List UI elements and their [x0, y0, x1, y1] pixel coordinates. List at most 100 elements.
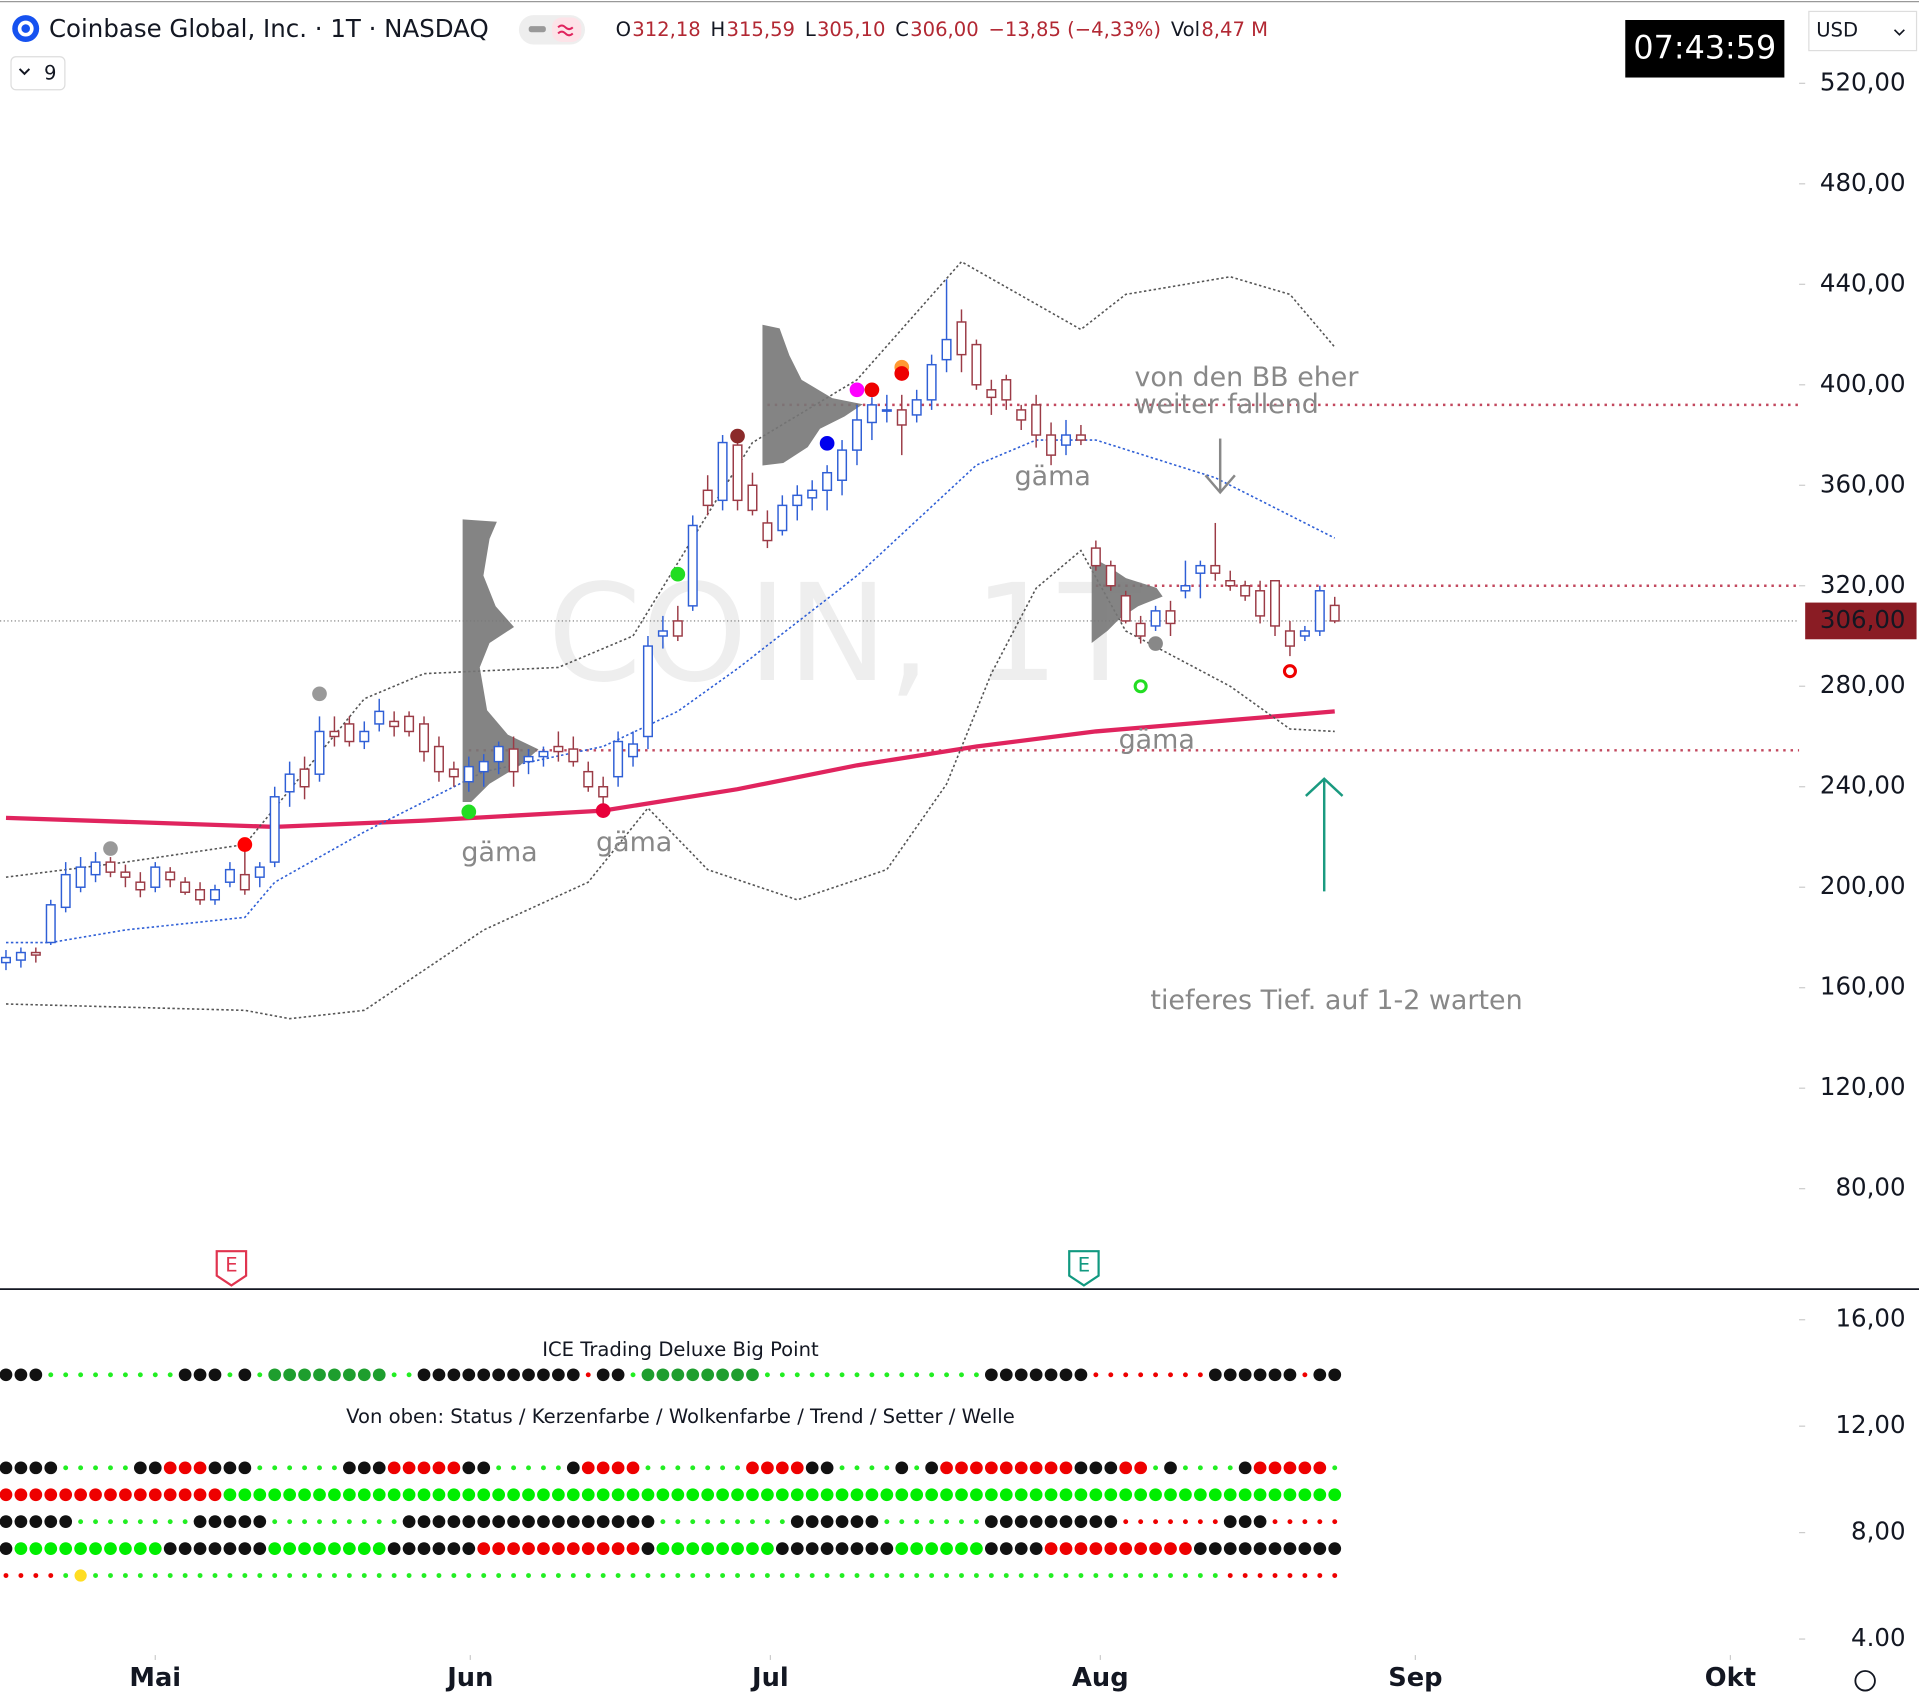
- currency-select[interactable]: [1808, 10, 1918, 52]
- signal-dot: [820, 1542, 834, 1555]
- signal-dot: [462, 1368, 476, 1382]
- signal-dot: [178, 1488, 192, 1502]
- signal-dot: [346, 1519, 352, 1525]
- signal-dot: [178, 1368, 192, 1382]
- signal-dot: [268, 1542, 282, 1555]
- signal-dot: [148, 1461, 162, 1475]
- x-tick-label: Jun: [445, 1663, 493, 1693]
- signal-dot: [701, 1488, 715, 1502]
- candle-body: [762, 522, 773, 542]
- y-tick-label: 12,00: [1835, 1410, 1905, 1439]
- signal-dot: [1074, 1461, 1088, 1475]
- candle-body: [911, 399, 922, 416]
- signal-dot: [1283, 1368, 1297, 1382]
- signal-dot: [1313, 1461, 1327, 1475]
- signal-dot: [671, 1368, 685, 1382]
- signal-dot: [716, 1542, 729, 1555]
- signal-dot: [1134, 1488, 1148, 1502]
- signal-dot: [805, 1461, 819, 1475]
- signal-dot: [1014, 1542, 1028, 1555]
- signal-dot: [0, 1515, 13, 1529]
- signal-dot: [1272, 1573, 1278, 1578]
- signal-dot: [1328, 1488, 1342, 1502]
- signal-dot: [735, 1573, 740, 1578]
- signal-dot: [884, 1519, 890, 1525]
- signal-dot: [805, 1515, 819, 1529]
- signal-dot: [596, 1368, 610, 1382]
- signal-dot: [14, 1461, 28, 1475]
- signal-dot: [1119, 1461, 1133, 1475]
- signal-dot: [1029, 1488, 1043, 1502]
- signal-dot: [824, 1573, 830, 1578]
- signal-dot: [761, 1461, 774, 1475]
- signal-dot: [313, 1368, 326, 1382]
- signal-dot: [1208, 1368, 1222, 1382]
- candle-body: [568, 748, 579, 763]
- signal-dot: [884, 1372, 890, 1378]
- signal-dot: [74, 1488, 87, 1502]
- signal-dot: [402, 1461, 416, 1475]
- signal-dot: [731, 1368, 744, 1382]
- candle-body: [702, 489, 713, 507]
- indicator-toggle[interactable]: [10, 56, 66, 91]
- signal-dot: [227, 1372, 233, 1378]
- signal-dot: [984, 1461, 998, 1475]
- signal-dot: [1089, 1542, 1103, 1555]
- signal-dot: [29, 1542, 43, 1555]
- signal-dot: [133, 1542, 147, 1555]
- signal-dot: [820, 1488, 834, 1502]
- candle-body: [15, 951, 26, 961]
- signal-dot: [406, 1372, 412, 1378]
- signal-dot: [970, 1488, 983, 1502]
- signal-dot: [361, 1519, 367, 1525]
- candle-body: [508, 748, 519, 773]
- signal-dot: [1182, 1519, 1188, 1525]
- settings-icon[interactable]: [1854, 1670, 1876, 1692]
- signal-dot: [914, 1372, 920, 1378]
- signal-dot: [283, 1368, 297, 1382]
- indicator-line: [5, 709, 1335, 830]
- indicator-count[interactable]: 9: [44, 61, 56, 84]
- signal-dot: [447, 1461, 461, 1475]
- signal-dot: [193, 1488, 207, 1502]
- signal-dot: [108, 1573, 113, 1578]
- annotation: tieferes Tief. auf 1-2 warten: [1150, 985, 1522, 1016]
- signal-dot: [1059, 1368, 1073, 1382]
- y-tick-label: 120,00: [1820, 1072, 1906, 1101]
- candle-body: [553, 745, 564, 753]
- signal-dot: [48, 1573, 54, 1578]
- y-tick-label: 160,00: [1820, 972, 1906, 1001]
- candle-body: [822, 471, 833, 492]
- signal-dot: [492, 1488, 506, 1502]
- signal-dot: [764, 1372, 770, 1378]
- signal-dot: [163, 1461, 177, 1475]
- signal-dot: [1014, 1488, 1028, 1502]
- signal-dot: [137, 1519, 143, 1525]
- signal-dot: [794, 1573, 800, 1578]
- candle-body: [1120, 595, 1131, 622]
- signal-dot: [302, 1465, 308, 1471]
- candle-body: [613, 740, 624, 778]
- quote-key: O: [616, 17, 631, 40]
- signal-dot: [1182, 1372, 1188, 1378]
- signal-dot: [596, 1461, 610, 1475]
- signal-dot: [944, 1519, 950, 1525]
- signal-dot: [1223, 1488, 1237, 1502]
- signal-dot: [1104, 1461, 1118, 1475]
- signal-dot: [1168, 1573, 1173, 1578]
- signal-dot: [537, 1515, 550, 1529]
- currency[interactable]: USD: [1816, 19, 1858, 42]
- signal-dot: [1104, 1515, 1118, 1529]
- signal-dot: [581, 1542, 595, 1555]
- signal-dot: [1089, 1461, 1103, 1475]
- candle-body: [1105, 564, 1116, 587]
- signal-dot: [1328, 1542, 1342, 1555]
- signal-dot: [44, 1515, 58, 1529]
- signal-dot: [104, 1488, 117, 1502]
- signal-dot: [421, 1573, 427, 1578]
- signal-dot: [537, 1368, 550, 1382]
- signal-dot: [1108, 1573, 1114, 1578]
- signal-dot: [929, 1573, 935, 1578]
- logo: [12, 15, 40, 43]
- signal-marker: [312, 686, 327, 702]
